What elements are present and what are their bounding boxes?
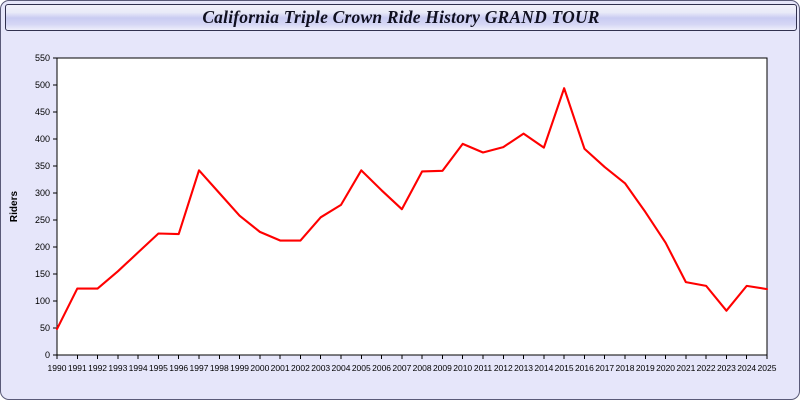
y-tick-label: 450: [35, 107, 50, 117]
x-tick-label: 2007: [392, 363, 411, 373]
y-tick-label: 550: [35, 53, 50, 63]
x-tick-label: 2023: [717, 363, 736, 373]
y-tick-label: 300: [35, 188, 50, 198]
x-tick-label: 2025: [758, 363, 777, 373]
x-tick-label: 2022: [697, 363, 716, 373]
x-tick-label: 2014: [534, 363, 553, 373]
y-tick-label: 250: [35, 215, 50, 225]
y-tick-label: 150: [35, 269, 50, 279]
x-tick-label: 1996: [169, 363, 188, 373]
x-tick-label: 1999: [230, 363, 249, 373]
x-tick-label: 2012: [494, 363, 513, 373]
x-tick-label: 1991: [68, 363, 87, 373]
y-tick-label: 200: [35, 242, 50, 252]
title-bar: California Triple Crown Ride History GRA…: [5, 4, 797, 31]
x-tick-label: 1995: [149, 363, 168, 373]
y-axis-ticks: [53, 57, 57, 356]
x-tick-label: 2021: [676, 363, 695, 373]
y-tick-label: 100: [35, 296, 50, 306]
x-tick-label: 1997: [190, 363, 209, 373]
x-axis-tick-labels: 1990 1991 1992 1993 1994 1995 1996 1997 1998 1999…: [48, 363, 777, 373]
data-series-line: [55, 87, 769, 331]
x-tick-label: 2015: [555, 363, 574, 373]
y-axis-tick-labels: 0 50 100 150 200 250 300 350 400 450 500 550: [35, 53, 50, 360]
x-tick-label: 2004: [332, 363, 351, 373]
y-axis-title: Riders: [9, 191, 20, 223]
x-tick-label: 2001: [271, 363, 290, 373]
x-tick-label: 2006: [372, 363, 391, 373]
x-tick-label: 2005: [352, 363, 371, 373]
x-tick-label: 1994: [129, 363, 148, 373]
x-tick-label: 1992: [88, 363, 107, 373]
y-tick-label: 400: [35, 134, 50, 144]
x-tick-label: 2008: [413, 363, 432, 373]
x-tick-label: 2013: [514, 363, 533, 373]
x-tick-label: 2019: [636, 363, 655, 373]
x-tick-label: 2003: [311, 363, 330, 373]
plot-frame: [56, 57, 768, 356]
y-tick-label: 50: [40, 323, 50, 333]
x-tick-label: 2010: [453, 363, 472, 373]
y-tick-label: 500: [35, 80, 50, 90]
x-tick-label: 1993: [108, 363, 127, 373]
page-title: California Triple Crown Ride History GRA…: [202, 7, 600, 27]
x-tick-label: 1990: [48, 363, 67, 373]
x-axis-ticks: [56, 355, 768, 359]
x-tick-label: 2000: [250, 363, 269, 373]
x-tick-label: 2009: [433, 363, 452, 373]
x-tick-label: 2018: [616, 363, 635, 373]
x-tick-label: 2024: [737, 363, 756, 373]
x-tick-label: 2002: [291, 363, 310, 373]
x-tick-label: 2011: [474, 363, 493, 373]
x-tick-label: 1998: [210, 363, 229, 373]
chart-area: 0 50 100 150 200 250 300 350 400 450 500 550 1990 19…: [1, 32, 799, 399]
x-tick-label: 2020: [656, 363, 675, 373]
x-tick-label: 2017: [595, 363, 614, 373]
y-tick-label: 0: [45, 350, 50, 360]
y-tick-label: 350: [35, 161, 50, 171]
x-tick-label: 2016: [575, 363, 594, 373]
